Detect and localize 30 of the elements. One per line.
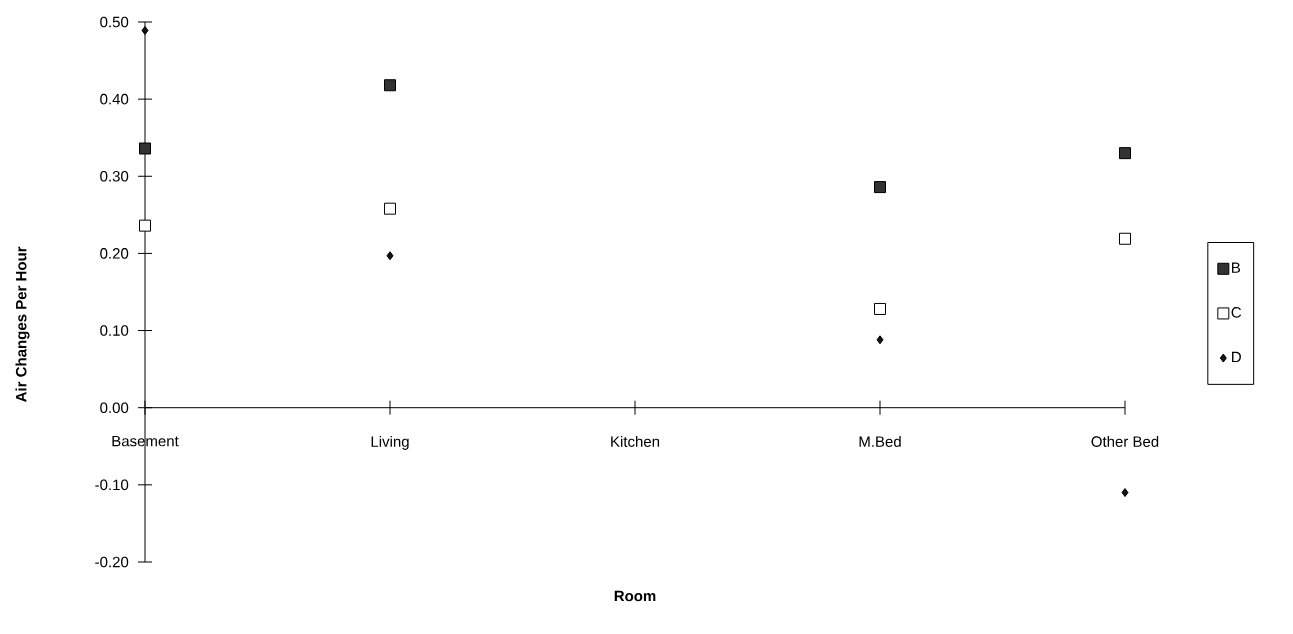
y-tick-label: 0.50 bbox=[100, 16, 129, 28]
point bbox=[384, 202, 397, 215]
point bbox=[874, 302, 886, 315]
point bbox=[1121, 488, 1129, 498]
point bbox=[876, 335, 884, 345]
legend-label: B bbox=[1232, 262, 1241, 273]
x-tick-label: Basement bbox=[112, 435, 179, 447]
y-tick-label: 0.10 bbox=[100, 325, 129, 336]
point bbox=[386, 251, 394, 261]
y-tick-label: 0.40 bbox=[100, 93, 129, 105]
y-axis-title: Air Changes Per Hour bbox=[15, 246, 30, 402]
point bbox=[874, 181, 886, 194]
x-tick-label: M.Bed bbox=[859, 435, 901, 447]
point bbox=[1119, 147, 1131, 160]
y-tick-label: 0.20 bbox=[100, 248, 129, 259]
x-tick-label: Other Bed bbox=[1091, 435, 1159, 447]
y-tick-label: -0.10 bbox=[95, 479, 129, 491]
x-tick-label: Kitchen bbox=[611, 435, 660, 447]
point bbox=[1119, 232, 1131, 245]
legend-label: C bbox=[1231, 307, 1242, 318]
legend-label: D bbox=[1232, 351, 1241, 363]
y-tick-label: 0.00 bbox=[100, 402, 129, 414]
point bbox=[139, 142, 152, 155]
point bbox=[141, 25, 149, 35]
point bbox=[139, 219, 152, 232]
y-tick-label: 0.30 bbox=[100, 170, 129, 182]
x-tick-label: Living bbox=[371, 435, 409, 450]
y-tick-label: -0.20 bbox=[95, 556, 129, 568]
x-axis-title: Room bbox=[614, 590, 656, 602]
point bbox=[384, 79, 397, 92]
